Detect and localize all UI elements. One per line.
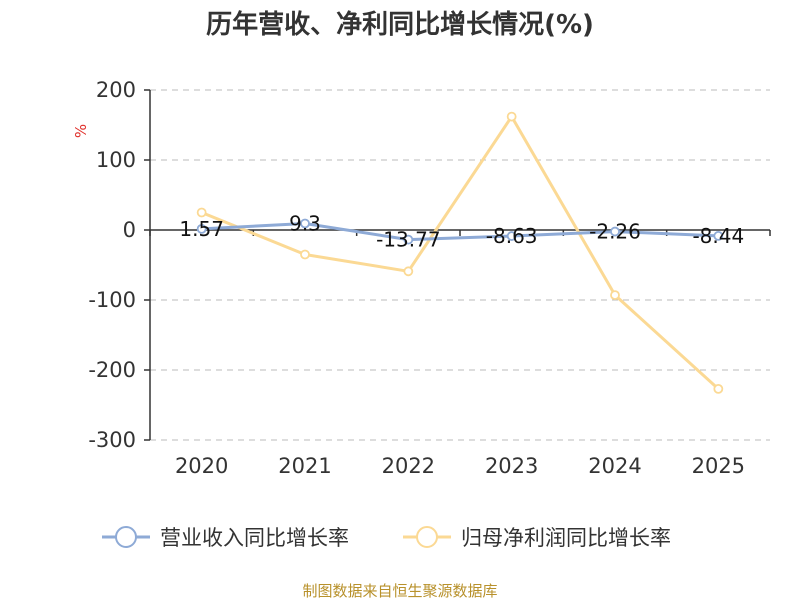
- data-label: -8.63: [486, 224, 538, 248]
- y-axis-unit: %: [72, 124, 90, 138]
- source-note: 制图数据来自恒生聚源数据库: [302, 582, 497, 600]
- data-label: 1.57: [179, 217, 224, 241]
- x-tick-label: 2025: [692, 454, 745, 478]
- y-tick-label: -300: [88, 428, 136, 452]
- y-tick-label: -200: [88, 358, 136, 382]
- data-point: [713, 231, 724, 241]
- legend-marker-icon: [416, 526, 438, 548]
- data-point: [196, 224, 207, 234]
- data-point: [403, 234, 414, 245]
- y-tick-label: 0: [123, 218, 136, 242]
- x-tick-label: 2021: [278, 454, 331, 478]
- series-line-0: [201, 221, 719, 242]
- data-label: -8.44: [692, 224, 744, 248]
- legend-item-0[interactable]: 营业收入同比增长率: [102, 526, 349, 550]
- series-lines: [196, 111, 724, 394]
- data-point: [610, 290, 620, 301]
- data-point: [403, 266, 414, 277]
- data-label: 9.3: [289, 211, 321, 235]
- x-tick-label: 2020: [175, 454, 228, 478]
- data-point: [300, 249, 310, 260]
- data-label: -13.77: [376, 228, 440, 252]
- legend-item-1[interactable]: 归母净利润同比增长率: [403, 526, 671, 550]
- legend-label: 归母净利润同比增长率: [461, 526, 671, 550]
- grid-lines: [150, 89, 770, 441]
- data-point: [610, 226, 620, 237]
- y-tick-label: 200: [96, 78, 136, 102]
- data-point: [300, 218, 310, 229]
- legend-marker-icon: [115, 526, 137, 548]
- legend[interactable]: 营业收入同比增长率 归母净利润同比增长率: [102, 526, 671, 550]
- x-tick-label: 2023: [485, 454, 538, 478]
- y-tick-label: 100: [96, 148, 136, 172]
- data-point: [196, 207, 207, 218]
- y-tick-label: -100: [88, 288, 136, 312]
- chart-title: 历年营收、净利同比增长情况(%): [206, 9, 594, 40]
- series-line-1: [201, 115, 720, 391]
- legend-label: 营业收入同比增长率: [160, 526, 349, 550]
- data-point: [506, 111, 517, 122]
- x-tick-label: 2024: [588, 454, 641, 478]
- data-labels: 1.57 9.3 -13.77 -8.63 -2.26 -8.44: [179, 211, 744, 251]
- axes: 200 100 0 -100 -200 -300 2020 2021 2022 2023 2024 2…: [88, 78, 771, 478]
- data-label: -2.26: [589, 220, 641, 244]
- data-point: [506, 231, 517, 241]
- x-tick-label: 2022: [382, 454, 435, 478]
- data-point: [713, 383, 724, 394]
